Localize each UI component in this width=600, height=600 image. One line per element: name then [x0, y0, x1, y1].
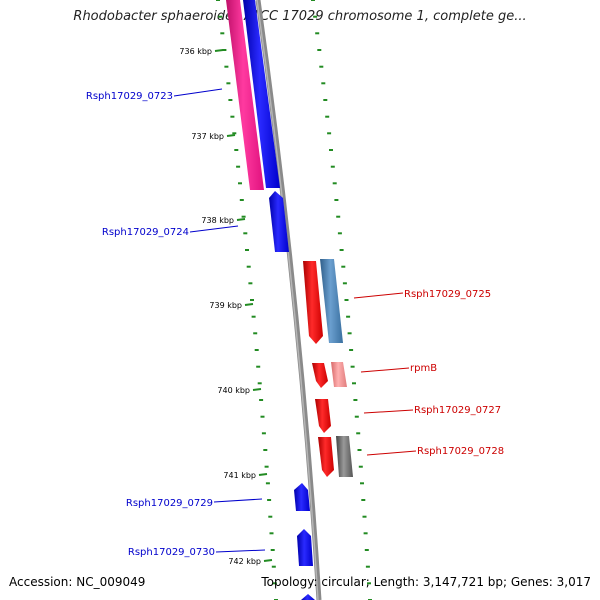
gene-arrow-rpmB[interactable] — [312, 363, 328, 388]
tick-label-740: 740 kbp — [217, 386, 250, 395]
ruler-dots-right — [311, 0, 372, 600]
tick-mark-737 — [226, 134, 236, 137]
map-title: Rhodobacter sphaeroides ATCC 17029 chrom… — [73, 9, 527, 24]
gene-arrow-Rsph17029_0725[interactable] — [303, 261, 323, 344]
tick-mark-738 — [236, 218, 246, 221]
tick-label-739: 739 kbp — [209, 301, 242, 310]
leader-Rsph17029_0724 — [189, 225, 239, 233]
topology-label: Topology: circular; Length: 3,147,721 bp… — [261, 575, 591, 589]
gene-label-rpmB[interactable]: rpmB — [410, 363, 437, 374]
tick-label-736: 736 kbp — [179, 47, 212, 56]
gene-arrow-Rsph17029_0729[interactable] — [294, 483, 310, 511]
leader-Rsph17029_0729 — [213, 498, 263, 503]
tick-label-738: 738 kbp — [201, 216, 234, 225]
gene-label-Rsph17029_0728[interactable]: Rsph17029_0728 — [417, 446, 504, 457]
tick-mark-741 — [258, 473, 268, 476]
tick-mark-739 — [244, 303, 254, 306]
leader-Rsph17029_0725 — [353, 292, 404, 299]
gene-arrow-offscreen[interactable] — [301, 594, 315, 600]
tick-mark-740 — [252, 388, 262, 391]
gene-arrow-Rsph17029_0724[interactable] — [269, 191, 289, 252]
feature-pink-track[interactable] — [226, 0, 264, 190]
tick-label-741: 741 kbp — [223, 471, 256, 480]
tick-mark-742 — [263, 559, 273, 562]
tick-label-742: 742 kbp — [228, 557, 261, 566]
gene-label-Rsph17029_0727[interactable]: Rsph17029_0727 — [414, 405, 501, 416]
gene-label-Rsph17029_0724[interactable]: Rsph17029_0724 — [102, 227, 189, 238]
gene-arrow-Rsph17029_0728[interactable] — [318, 437, 334, 477]
leader-Rsph17029_0723 — [173, 88, 223, 97]
gene-label-Rsph17029_0730[interactable]: Rsph17029_0730 — [128, 547, 215, 558]
gene-label-Rsph17029_0729[interactable]: Rsph17029_0729 — [126, 498, 213, 509]
chromosome-backbone-highlight — [256, 0, 319, 600]
gene-arrow-Rsph17029_0723[interactable] — [243, 0, 280, 188]
tick-mark-736 — [214, 49, 224, 52]
leader-Rsph17029_0728 — [366, 450, 417, 456]
leader-Rsph17029_0730 — [215, 549, 266, 553]
feature-steelblue-track[interactable] — [320, 259, 343, 343]
gene-arrow-Rsph17029_0730[interactable] — [297, 529, 313, 566]
gene-arrow-Rsph17029_0727[interactable] — [315, 399, 331, 433]
feature-gray-track[interactable] — [336, 436, 353, 477]
gene-label-Rsph17029_0723[interactable]: Rsph17029_0723 — [86, 91, 173, 102]
tick-label-737: 737 kbp — [191, 132, 224, 141]
gene-label-Rsph17029_0725[interactable]: Rsph17029_0725 — [404, 289, 491, 300]
accession-label: Accession: NC_009049 — [9, 575, 146, 589]
chromosome-backbone — [255, 0, 322, 600]
leader-rpmB — [360, 367, 410, 373]
ruler-dots-left — [216, 0, 278, 600]
leader-Rsph17029_0727 — [363, 409, 414, 414]
feature-lightred-track[interactable] — [331, 362, 347, 387]
